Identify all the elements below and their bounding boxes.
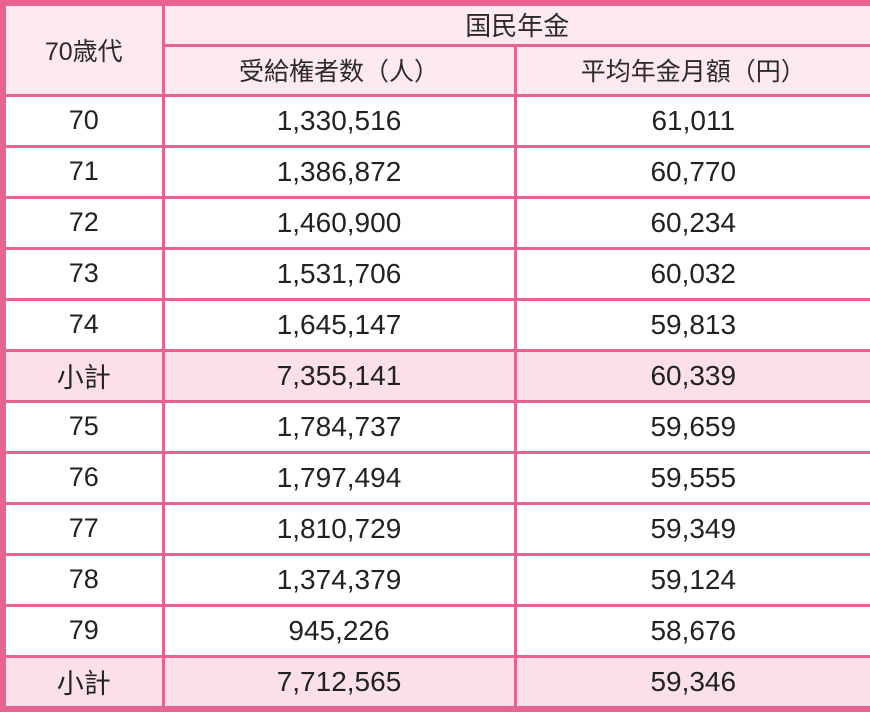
table-row: 71 1,386,872 60,770 xyxy=(1,144,870,199)
beneficiaries-cell: 1,386,872 xyxy=(161,144,517,199)
avg-monthly-cell: 59,813 xyxy=(513,297,870,352)
table-row: 73 1,531,706 60,032 xyxy=(1,246,870,301)
beneficiaries-cell: 1,374,379 xyxy=(161,552,517,607)
age-cell: 78 xyxy=(1,552,165,607)
table-row: 74 1,645,147 59,813 xyxy=(1,297,870,352)
avg-monthly-cell: 59,555 xyxy=(513,450,870,505)
beneficiaries-cell: 1,460,900 xyxy=(161,195,517,250)
avg-monthly-cell: 60,234 xyxy=(513,195,870,250)
beneficiaries-cell: 1,330,516 xyxy=(161,93,517,148)
avg-monthly-cell: 59,346 xyxy=(513,654,870,710)
beneficiaries-cell: 7,355,141 xyxy=(161,348,517,403)
col-header-average-monthly: 平均年金月額（円） xyxy=(513,43,870,97)
avg-monthly-cell: 60,032 xyxy=(513,246,870,301)
col-header-beneficiaries: 受給権者数（人） xyxy=(161,43,517,97)
subtotal-row: 小計 7,355,141 60,339 xyxy=(1,348,870,403)
avg-monthly-cell: 59,349 xyxy=(513,501,870,556)
avg-monthly-cell: 61,011 xyxy=(513,93,870,148)
age-cell: 79 xyxy=(1,603,165,658)
table-row: 77 1,810,729 59,349 xyxy=(1,501,870,556)
table-row: 75 1,784,737 59,659 xyxy=(1,399,870,454)
beneficiaries-cell: 1,784,737 xyxy=(161,399,517,454)
table-row: 76 1,797,494 59,555 xyxy=(1,450,870,505)
subtotal-label-cell: 小計 xyxy=(1,348,165,403)
age-cell: 73 xyxy=(1,246,165,301)
header-sub-row: 受給権者数（人） 平均年金月額（円） xyxy=(3,43,870,97)
beneficiaries-cell: 7,712,565 xyxy=(161,654,517,710)
table-row: 78 1,374,379 59,124 xyxy=(1,552,870,607)
beneficiaries-cell: 945,226 xyxy=(161,603,517,658)
age-cell: 71 xyxy=(1,144,165,199)
subtotal-label-cell: 小計 xyxy=(1,654,165,710)
age-cell: 77 xyxy=(1,501,165,556)
beneficiaries-cell: 1,810,729 xyxy=(161,501,517,556)
age-cell: 75 xyxy=(1,399,165,454)
table-row: 70 1,330,516 61,011 xyxy=(1,93,870,148)
avg-monthly-cell: 58,676 xyxy=(513,603,870,658)
table-header: 70歳代 国民年金 受給権者数（人） 平均年金月額（円） xyxy=(1,1,870,97)
avg-monthly-cell: 59,659 xyxy=(513,399,870,454)
age-cell: 72 xyxy=(1,195,165,250)
corner-header-age-group: 70歳代 xyxy=(1,1,165,97)
header-group-row: 70歳代 国民年金 xyxy=(1,1,870,97)
beneficiaries-cell: 1,645,147 xyxy=(161,297,517,352)
age-cell: 70 xyxy=(1,93,165,148)
subtotal-row: 小計 7,712,565 59,346 xyxy=(1,654,870,710)
avg-monthly-cell: 60,770 xyxy=(513,144,870,199)
avg-monthly-cell: 59,124 xyxy=(513,552,870,607)
group-header-national-pension: 国民年金 xyxy=(161,1,870,47)
age-cell: 74 xyxy=(1,297,165,352)
table-body: 70 1,330,516 61,011 71 1,386,872 60,770 … xyxy=(1,93,870,710)
table-row: 72 1,460,900 60,234 xyxy=(1,195,870,250)
table-row: 79 945,226 58,676 xyxy=(1,603,870,658)
avg-monthly-cell: 60,339 xyxy=(513,348,870,403)
beneficiaries-cell: 1,797,494 xyxy=(161,450,517,505)
age-cell: 76 xyxy=(1,450,165,505)
beneficiaries-cell: 1,531,706 xyxy=(161,246,517,301)
